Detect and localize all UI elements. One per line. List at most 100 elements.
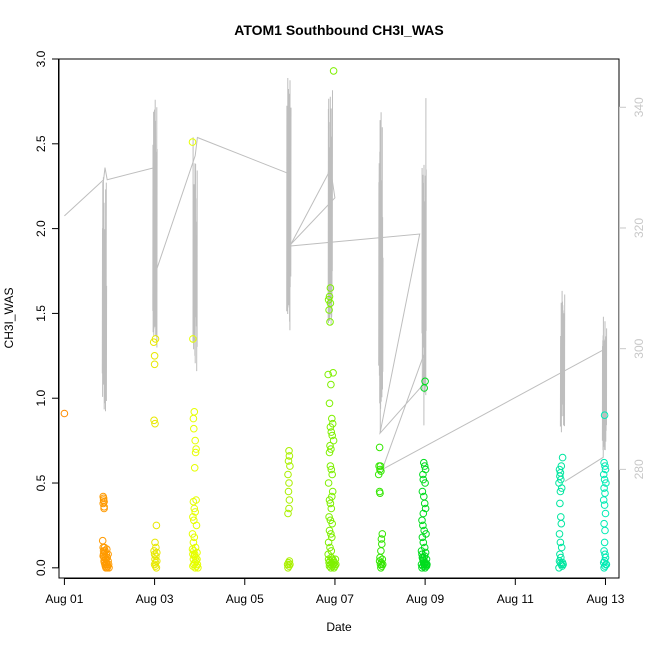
x-tick-label: Aug 09 (406, 592, 444, 606)
data-point (326, 318, 334, 326)
y-tick-label: 0.0 (34, 559, 48, 576)
data-point (99, 499, 107, 508)
data-point (419, 562, 427, 570)
y2-tick-label: 300 (632, 338, 646, 358)
data-point (325, 513, 333, 521)
y-tick-label: 3.0 (34, 50, 48, 67)
data-point (326, 499, 335, 508)
data-point (193, 560, 202, 569)
data-point (421, 479, 429, 487)
data-point (151, 558, 160, 567)
data-point (104, 550, 112, 559)
data-point (151, 562, 160, 570)
data-point (326, 462, 335, 470)
data-point (374, 470, 383, 479)
data-point (557, 543, 566, 552)
altitude-line (64, 125, 607, 482)
secondary-y-axis: 280 300 320 340 (619, 97, 646, 479)
data-point (328, 431, 337, 440)
data-point (60, 409, 69, 418)
data-point (602, 560, 611, 569)
data-point (326, 284, 335, 292)
y-tick-label: 1.5 (34, 305, 48, 322)
data-point (559, 560, 567, 569)
data-point (377, 535, 386, 543)
y2-tick-label: 340 (632, 97, 646, 117)
data-point (331, 555, 340, 564)
data-point (188, 138, 197, 146)
data-point (419, 470, 427, 479)
data-point (324, 479, 333, 487)
x-axis: Aug 01 Aug 03 Aug 05 Aug 07 Aug 09 Aug 11 Aug … (45, 578, 625, 606)
data-point (420, 458, 428, 467)
data-point (378, 555, 387, 564)
data-point (324, 370, 333, 379)
data-point (420, 462, 429, 470)
data-point (376, 560, 385, 569)
data-point (557, 484, 566, 492)
data-point (328, 470, 337, 479)
data-point (192, 445, 200, 453)
data-point (152, 521, 161, 530)
data-point (150, 360, 159, 369)
data-point (327, 445, 335, 453)
data-point (418, 516, 426, 525)
data-point (419, 521, 427, 530)
data-point (190, 504, 199, 513)
data-point (328, 414, 336, 423)
data-point (599, 496, 608, 504)
data-point (98, 536, 107, 545)
data-point (284, 558, 293, 567)
data-point (329, 369, 337, 377)
data-point (332, 560, 340, 569)
x-tick-label: Aug 07 (316, 592, 354, 606)
x-tick-label: Aug 05 (226, 592, 264, 606)
data-point (602, 479, 610, 487)
data-point (378, 530, 387, 538)
data-point (190, 408, 199, 416)
data-point (284, 509, 292, 518)
data-point (600, 501, 609, 509)
data-point (151, 335, 160, 343)
y-tick-label: 1.0 (34, 390, 48, 407)
y2-tick-label: 320 (632, 218, 646, 238)
data-point (189, 513, 197, 521)
y-tick-label: 0.5 (34, 474, 48, 491)
data-point (601, 465, 610, 474)
y-axis-label: CH3I_WAS (2, 288, 16, 349)
data-point (327, 465, 336, 474)
data-point (377, 558, 386, 567)
data-point (327, 428, 336, 436)
data-point (600, 484, 608, 492)
altitude-burst-7 (559, 290, 566, 433)
data-point (326, 423, 335, 431)
data-point (326, 543, 334, 552)
data-point (189, 414, 198, 423)
data-point (327, 530, 335, 538)
y-tick-label: 2.0 (34, 220, 48, 237)
altitude-burst-0 (101, 177, 108, 412)
data-point (100, 543, 109, 552)
y-axis: 0.0 0.5 1.0 1.5 2.0 2.5 3.0 (34, 50, 59, 576)
data-point (600, 519, 608, 528)
data-point (285, 504, 293, 513)
data-point (192, 521, 201, 530)
altitude-burst-2 (192, 137, 198, 372)
x-axis-label: Date (326, 620, 352, 634)
data-point (329, 560, 337, 569)
data-point (153, 557, 161, 565)
data-point (285, 447, 293, 455)
data-point (284, 487, 293, 496)
data-point (103, 545, 111, 554)
altitude-burst-3 (286, 77, 292, 331)
data-point (153, 548, 161, 557)
x-tick-label: Aug 01 (45, 592, 83, 606)
data-point (600, 411, 609, 420)
data-point (103, 564, 111, 572)
data-point (423, 560, 431, 569)
data-point (327, 380, 335, 389)
data-point (190, 464, 199, 472)
x-tick-label: Aug 13 (586, 592, 624, 606)
data-point (285, 479, 293, 487)
data-point (286, 462, 294, 470)
